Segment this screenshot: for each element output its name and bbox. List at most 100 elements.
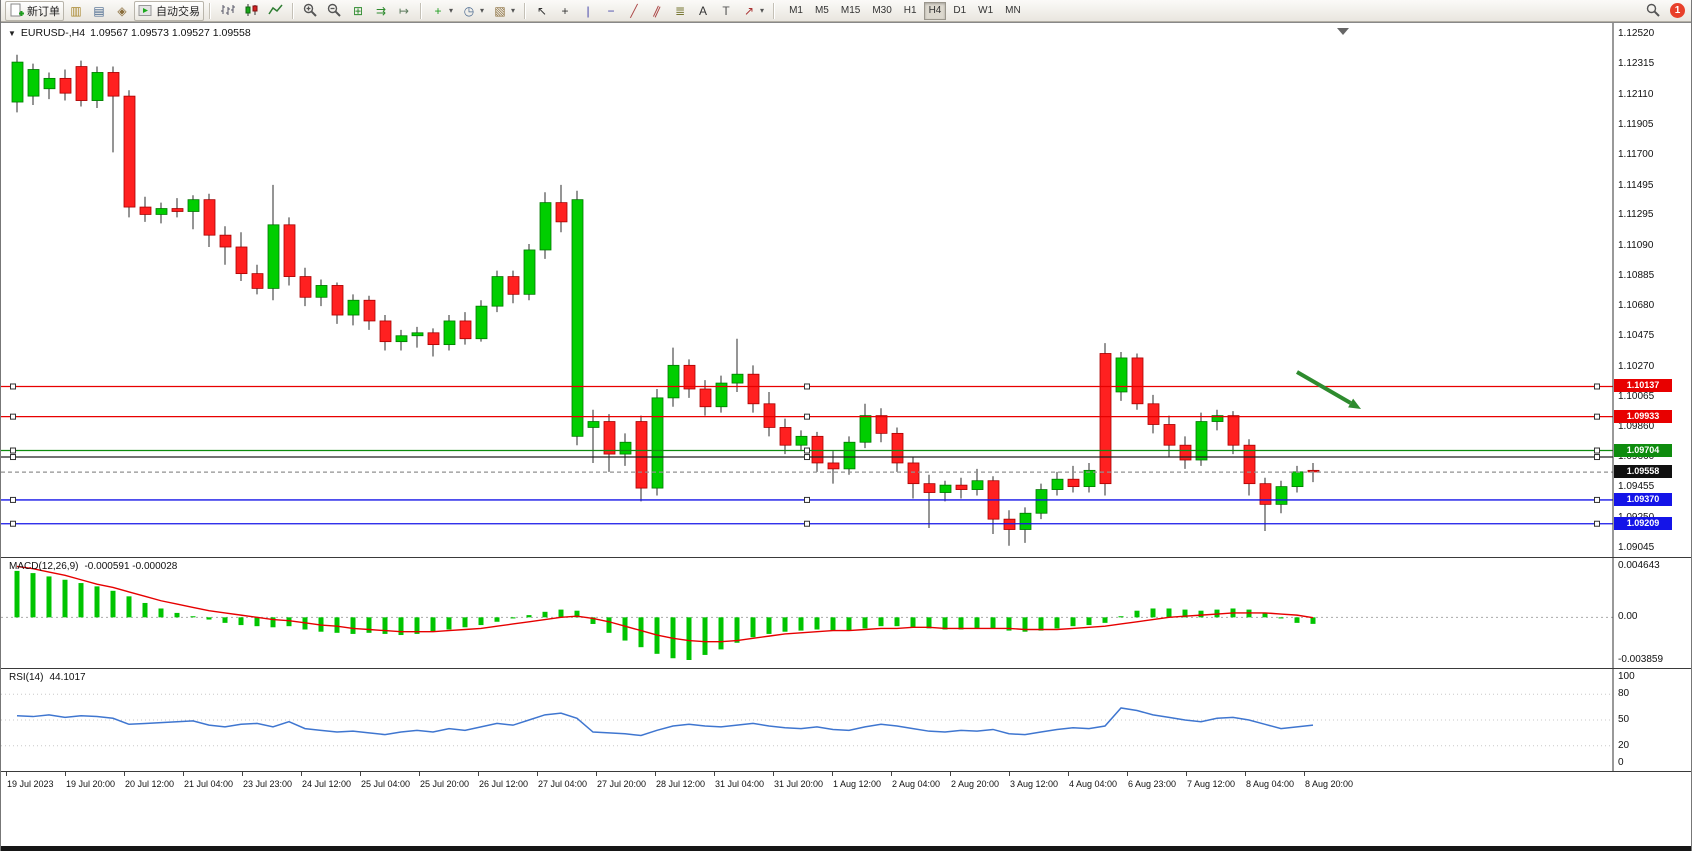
sell-arrow-annotation[interactable]	[1295, 370, 1361, 409]
line-handle[interactable]	[804, 496, 810, 503]
macd-label: MACD(12,26,9) -0.000591 -0.000028	[9, 561, 177, 572]
text-button[interactable]: A	[692, 1, 714, 21]
dropdown-caret-icon: ▾	[760, 6, 765, 15]
rsi-tick-label: 0	[1618, 757, 1624, 768]
toolbar-separator	[773, 2, 776, 19]
line-handle[interactable]	[10, 383, 16, 390]
timeframe-d1[interactable]: D1	[953, 4, 967, 16]
new-chart-button[interactable]: ▥	[65, 1, 87, 21]
line-handle[interactable]	[804, 520, 810, 527]
tile-windows-icon: ⊞	[352, 3, 364, 18]
price-line-tag[interactable]: 1.09933	[1614, 409, 1672, 423]
time-tick	[714, 772, 715, 776]
candlestick-chart-button[interactable]	[240, 1, 263, 21]
window-bottom-edge	[1, 846, 1691, 851]
time-axis-label: 20 Jul 12:00	[125, 779, 175, 789]
timeframe-w1[interactable]: W1	[978, 4, 994, 16]
channel-icon: ∥	[651, 2, 663, 19]
horizontal-line-icon: −	[607, 3, 615, 18]
horizontal-line-button[interactable]: −	[600, 1, 622, 21]
line-handle[interactable]	[10, 447, 16, 454]
price-line-tag[interactable]: 1.09370	[1614, 492, 1672, 506]
channel-button[interactable]: ∥	[646, 1, 668, 21]
line-handle[interactable]	[804, 413, 810, 420]
auto-scroll-icon: ⇉	[375, 3, 387, 18]
line-handle[interactable]	[1594, 520, 1600, 527]
timeframe-h4[interactable]: H4	[923, 1, 947, 20]
text-icon: A	[699, 3, 708, 18]
chart-shift-button[interactable]: ↦	[393, 1, 415, 21]
line-handle[interactable]	[804, 447, 810, 454]
timeframe-h1[interactable]: H1	[903, 4, 917, 16]
indicators-button[interactable]: + ▾	[427, 1, 457, 21]
line-handle[interactable]	[804, 454, 810, 461]
chart-shift-marker[interactable]	[1337, 28, 1349, 35]
line-handle[interactable]	[1594, 496, 1600, 503]
time-axis-label: 19 Jul 2023	[7, 779, 54, 789]
rsi-indicator-panel[interactable]: RSI(14) 44.1017 100 80 50 20 0	[1, 668, 1691, 771]
price-line-tag[interactable]: 1.09704	[1614, 443, 1672, 457]
auto-scroll-button[interactable]: ⇉	[370, 1, 392, 21]
line-handle[interactable]	[10, 413, 16, 420]
label-button[interactable]: T	[715, 1, 737, 21]
crosshair-button[interactable]: +	[554, 1, 576, 21]
notification-badge[interactable]: 1	[1670, 3, 1685, 18]
price-tick-label: 1.11495	[1618, 179, 1654, 191]
chart-window: ▼ EURUSD-,H4 1.09567 1.09573 1.09527 1.0…	[1, 22, 1691, 847]
market-watch-button[interactable]: ▤	[88, 1, 110, 21]
navigator-button[interactable]: ◈	[111, 1, 133, 21]
periods-button[interactable]: ◷ ▾	[458, 1, 488, 21]
timeframe-m1[interactable]: M1	[789, 4, 803, 16]
price-line-tag: 1.09558	[1614, 465, 1672, 479]
time-axis-label: 27 Jul 04:00	[538, 779, 588, 789]
line-handle[interactable]	[1594, 447, 1600, 454]
price-chart-panel[interactable]: ▼ EURUSD-,H4 1.09567 1.09573 1.09527 1.0…	[1, 23, 1691, 557]
autotrading-icon	[138, 5, 152, 16]
bar-chart-icon	[221, 5, 235, 15]
line-handle[interactable]	[10, 520, 16, 527]
dropdown-caret-icon: ▾	[449, 6, 454, 15]
macd-indicator-panel[interactable]: MACD(12,26,9) -0.000591 -0.000028 0.0046…	[1, 557, 1691, 668]
cursor-button[interactable]: ↖	[531, 1, 553, 21]
rsi-chart	[1, 669, 1614, 771]
timeframe-mn[interactable]: MN	[1005, 4, 1021, 16]
new-order-label: 新订单	[27, 5, 60, 18]
timeframe-m5[interactable]: M5	[814, 4, 829, 16]
line-handle[interactable]	[1594, 383, 1600, 390]
line-chart-button[interactable]	[264, 1, 287, 21]
vertical-line-button[interactable]: |	[577, 1, 599, 21]
arrows-button[interactable]: ↗ ▾	[738, 1, 768, 21]
arrows-icon: ↗	[744, 3, 755, 18]
timeframe-m15[interactable]: M15	[840, 4, 861, 16]
timeframe-m30[interactable]: M30	[872, 4, 892, 16]
price-tick-label: 1.12520	[1618, 28, 1655, 39]
fibonacci-button[interactable]: ≣	[669, 1, 691, 21]
fibonacci-icon: ≣	[675, 3, 686, 18]
tile-windows-button[interactable]: ⊞	[347, 1, 369, 21]
price-line-tag[interactable]: 1.09209	[1614, 516, 1672, 530]
price-line-tag[interactable]: 1.10137	[1614, 379, 1672, 393]
templates-button[interactable]: ▧ ▾	[489, 1, 519, 21]
candles-layer	[11, 54, 1320, 546]
one-click-trading-toggle[interactable]: ▼	[8, 28, 16, 38]
bar-chart-button[interactable]	[216, 1, 239, 21]
line-handle[interactable]	[10, 496, 16, 503]
line-handle[interactable]	[804, 383, 810, 390]
time-axis[interactable]: 19 Jul 2023 19 Jul 20:00 20 Jul 12:00 21 Ju…	[1, 771, 1691, 798]
rsi-tick-label: 100	[1618, 671, 1635, 682]
search-icon	[1646, 3, 1660, 17]
rsi-tick-label: 80	[1618, 688, 1630, 700]
toolbar-separator	[524, 2, 527, 19]
time-axis-label: 25 Jul 20:00	[420, 779, 470, 789]
line-handle[interactable]	[1594, 413, 1600, 420]
zoom-in-button[interactable]	[299, 1, 322, 21]
line-handle[interactable]	[10, 454, 16, 461]
line-handle[interactable]	[1594, 454, 1600, 461]
trendline-button[interactable]: ╱	[623, 1, 645, 21]
candlestick-chart	[1, 23, 1614, 557]
new-order-button[interactable]: 新订单	[5, 0, 64, 21]
search-button[interactable]	[1642, 1, 1665, 21]
zoom-out-button[interactable]	[323, 1, 346, 21]
auto-trading-button[interactable]: 自动交易	[134, 0, 204, 21]
rsi-tick-label: 20	[1618, 739, 1630, 751]
